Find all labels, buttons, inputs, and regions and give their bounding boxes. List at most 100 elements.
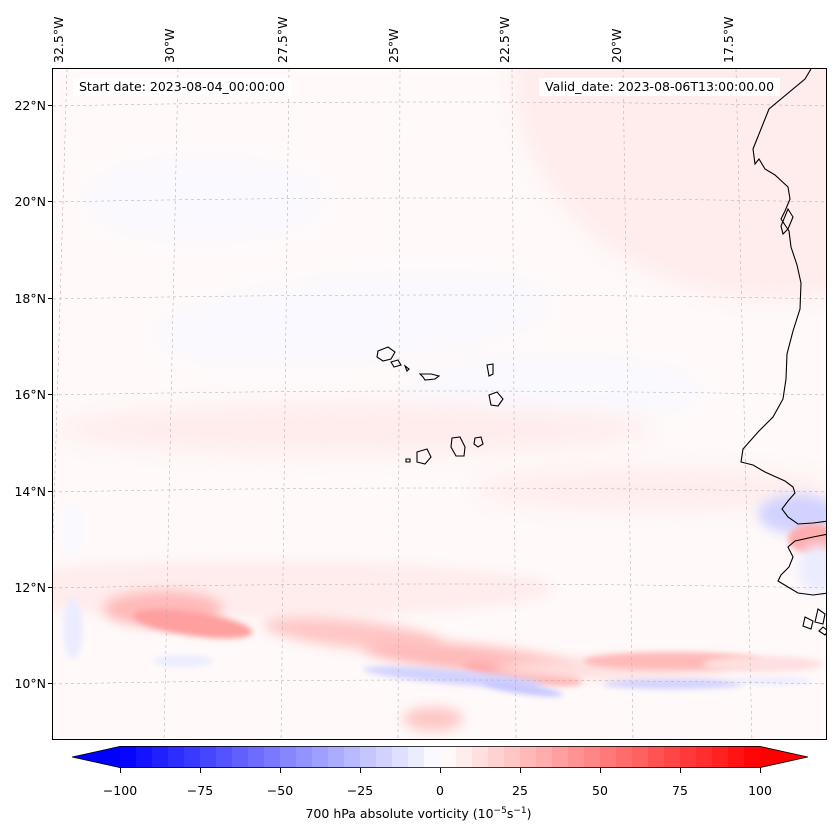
colorbar-label: 700 hPa absolute vorticity (10−5s−1) <box>0 806 837 821</box>
colorbar-segment <box>424 746 441 768</box>
colorbar-tick-label: 75 <box>672 783 688 798</box>
cape-verde-boa-vista <box>488 391 504 407</box>
colorbar-tick-label: −25 <box>346 783 374 798</box>
meridian-line <box>735 69 753 739</box>
cape-verde-santo-antao <box>376 346 396 362</box>
colorbar-segment <box>616 746 633 768</box>
colorbar-tick-mark <box>360 768 361 773</box>
lat-tick-label: 10°N <box>14 676 46 691</box>
colorbar-segment <box>408 746 425 768</box>
colorbar-tick-mark <box>120 768 121 773</box>
cape-verde-fogo <box>416 448 432 465</box>
colorbar-label-prefix: 700 hPa absolute vorticity (10 <box>305 806 494 822</box>
colorbar-extend-low <box>72 746 120 768</box>
colorbar-segment <box>472 746 489 768</box>
colorbar-tick-mark <box>440 768 441 773</box>
positive-vorticity-region <box>53 404 653 454</box>
colorbar-tick-label: 25 <box>512 783 528 798</box>
valid-date-label: Valid_date: 2023-08-06T13:00:00.00 <box>539 78 781 96</box>
negative-vorticity-region <box>83 159 323 239</box>
colorbar-segment <box>312 746 329 768</box>
negative-vorticity-region <box>153 275 553 363</box>
colorbar-segment <box>456 746 473 768</box>
coastal-island <box>818 626 826 636</box>
colorbar-segment <box>152 746 169 768</box>
colorbar-segment <box>184 746 201 768</box>
negative-vorticity-region <box>483 681 563 697</box>
colorbar-tick-mark <box>520 768 521 773</box>
vorticity-map <box>53 69 826 739</box>
lat-tick-label: 18°N <box>14 291 46 306</box>
parallel-line <box>53 679 826 685</box>
colorbar-tick-mark <box>680 768 681 773</box>
africa-coastline <box>740 69 826 596</box>
parallel-line <box>53 390 826 396</box>
lat-tick-label: 20°N <box>14 194 46 209</box>
lon-tick-label: 17.5°W <box>721 16 736 63</box>
cape-verde-sao-nicolau <box>418 373 441 381</box>
colorbar-segment <box>520 746 537 768</box>
map-plot-area[interactable] <box>52 68 827 740</box>
meridian-line <box>622 69 634 739</box>
lat-tick-mark <box>48 587 52 588</box>
start-date-label: Start date: 2023-08-04_00:00:00 <box>73 78 291 96</box>
colorbar-segment <box>680 746 697 768</box>
lon-tick-label: 22.5°W <box>497 16 512 63</box>
lat-tick-label: 16°N <box>14 387 46 402</box>
colorbar-segment <box>568 746 585 768</box>
lon-tick-label: 25°W <box>386 28 401 63</box>
colorbar-segment <box>392 746 409 768</box>
colorbar-tick-label: −50 <box>266 783 294 798</box>
positive-vorticity-region <box>133 609 253 639</box>
colorbar-tick-mark <box>200 768 201 773</box>
colorbar-label-suffix: ) <box>526 806 532 822</box>
negative-vorticity-region <box>63 599 83 659</box>
negative-vorticity-region <box>758 494 826 534</box>
colorbar-tick-label: 0 <box>436 783 444 798</box>
colorbar-segment <box>376 746 393 768</box>
coastal-island <box>780 207 794 236</box>
positive-vorticity-region <box>513 69 826 299</box>
parallel-line <box>53 197 826 203</box>
cape-verde-maio <box>473 436 484 448</box>
negative-vorticity-region <box>603 679 743 689</box>
lat-tick-mark <box>48 491 52 492</box>
negative-vorticity-region <box>153 655 213 667</box>
colorbar-segment <box>200 746 217 768</box>
coastal-island <box>814 608 826 625</box>
cape-verde-brava <box>405 458 411 463</box>
negative-vorticity-region <box>403 359 703 419</box>
negative-vorticity-region <box>733 677 813 685</box>
colorbar-segment <box>504 746 521 768</box>
colorbar-outline <box>72 746 808 768</box>
lon-tick-label: 30°W <box>162 28 177 63</box>
meridian-line <box>280 69 290 739</box>
parallel-line <box>53 294 826 300</box>
colorbar-segment <box>440 746 457 768</box>
colorbar-segment <box>168 746 185 768</box>
parallel-line <box>53 583 826 589</box>
coastlines <box>376 69 826 636</box>
colorbar-segment <box>280 746 297 768</box>
colorbar-segment <box>712 746 729 768</box>
positive-vorticity-region <box>403 707 463 731</box>
colorbar-segment <box>232 746 249 768</box>
colorbar-segment <box>552 746 569 768</box>
colorbar-segment <box>488 746 505 768</box>
cape-verde-santiago <box>450 436 466 457</box>
colorbar-segment <box>584 746 601 768</box>
colorbar-segment <box>360 746 377 768</box>
cape-verde-santa-luzia <box>403 364 410 372</box>
colorbar-tick-label: −75 <box>186 783 214 798</box>
colorbar-segment <box>136 746 153 768</box>
colorbar-segment <box>120 746 137 768</box>
lat-tick-mark <box>48 201 52 202</box>
colorbar-segment <box>264 746 281 768</box>
colorbar-tick-label: 100 <box>748 783 772 798</box>
colorbar-segment <box>648 746 665 768</box>
lat-tick-label: 22°N <box>14 98 46 113</box>
colorbar-segment <box>744 746 761 768</box>
colorbar-segment <box>664 746 681 768</box>
lat-tick-mark <box>48 298 52 299</box>
colorbar-tick-mark <box>600 768 601 773</box>
